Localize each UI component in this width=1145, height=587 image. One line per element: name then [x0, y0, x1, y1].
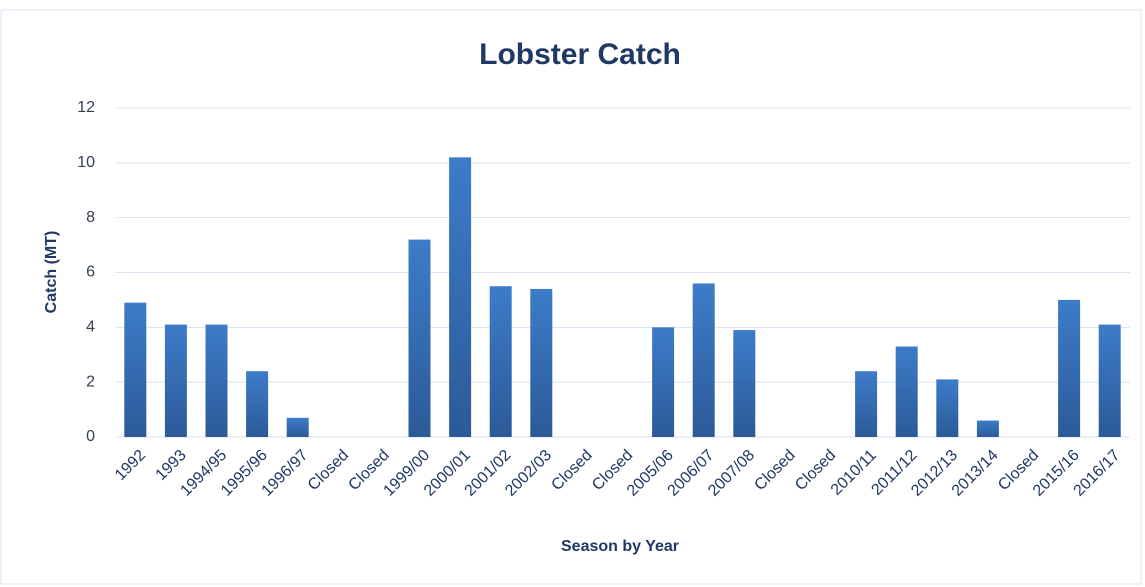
bar — [652, 327, 675, 437]
bar — [936, 379, 959, 437]
bar — [164, 324, 187, 437]
bar — [489, 286, 512, 437]
y-axis-label: Catch (MT) — [43, 231, 60, 314]
bar — [692, 283, 715, 437]
bar — [855, 371, 878, 437]
bar — [1058, 299, 1081, 437]
bar — [1098, 324, 1121, 437]
bar — [733, 330, 756, 437]
bar — [895, 346, 918, 437]
y-tick-label: 6 — [86, 264, 95, 281]
bar — [408, 239, 431, 437]
y-tick-label: 2 — [86, 373, 95, 390]
y-tick-label: 0 — [86, 428, 95, 445]
bar — [976, 420, 999, 437]
chart-title: Lobster Catch — [479, 38, 681, 71]
bar — [124, 302, 147, 437]
bar — [530, 288, 553, 437]
y-tick-label: 4 — [86, 319, 95, 336]
y-tick-label: 10 — [77, 154, 95, 171]
bar — [449, 157, 472, 437]
bar — [286, 417, 309, 437]
bar — [246, 371, 269, 437]
y-tick-label: 12 — [77, 99, 95, 116]
bar — [205, 324, 228, 437]
y-tick-label: 8 — [86, 209, 95, 226]
x-axis-label: Season by Year — [561, 538, 679, 555]
chart-border — [0, 9, 1142, 585]
